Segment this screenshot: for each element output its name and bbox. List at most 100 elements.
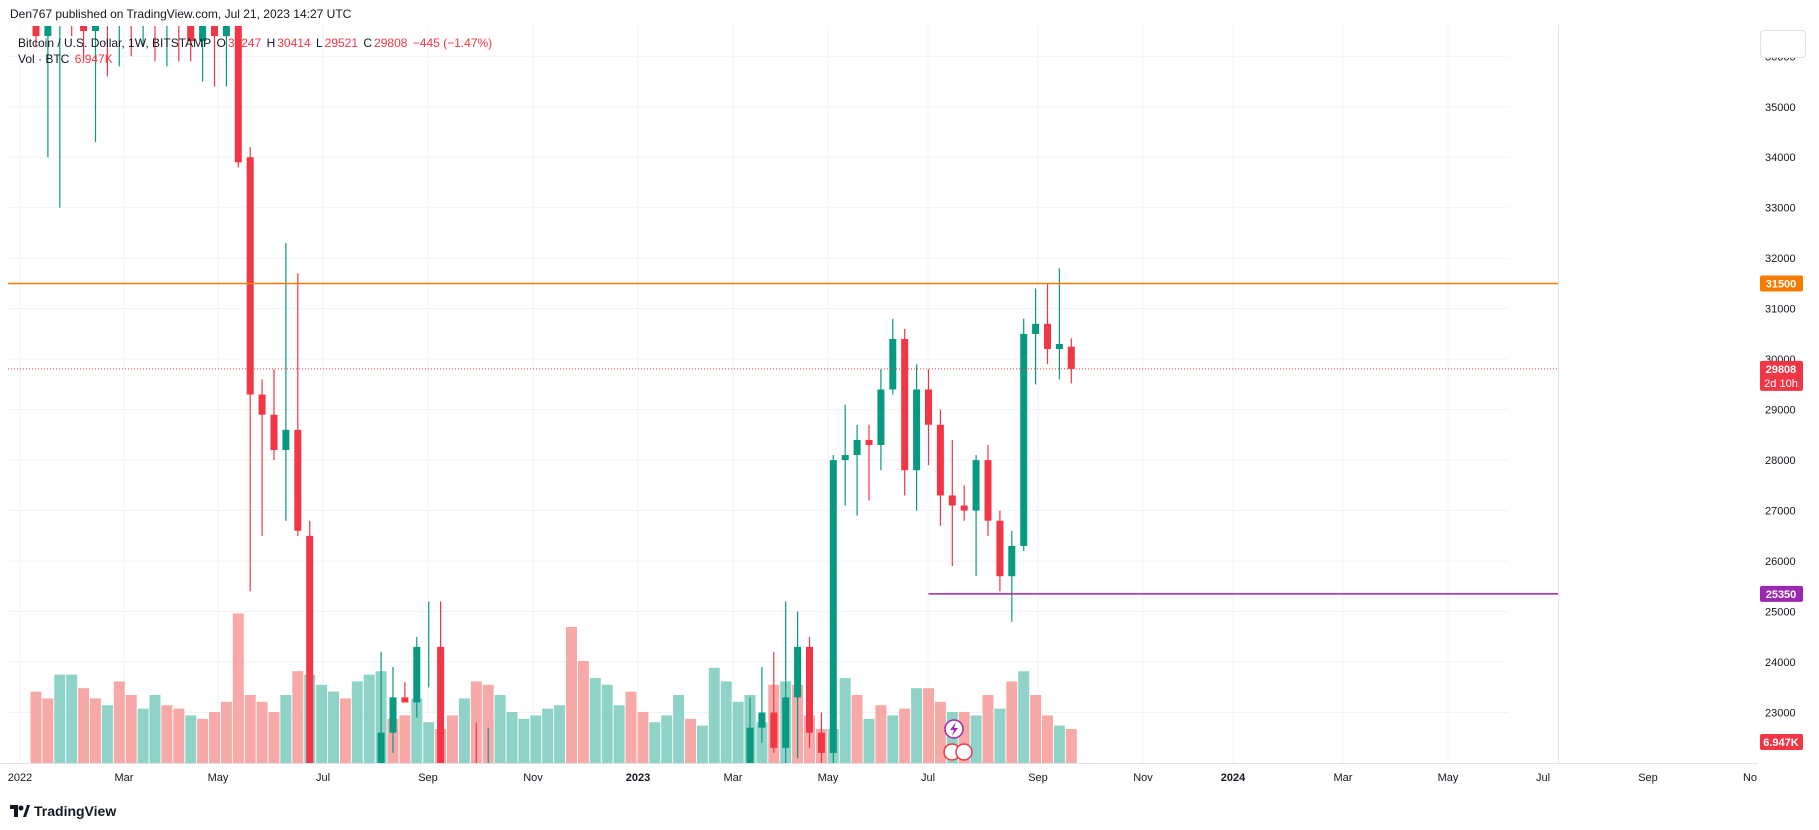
volume-bar — [90, 698, 101, 763]
candle — [32, 26, 40, 47]
candle-body — [246, 157, 254, 395]
volume-bar — [994, 708, 1006, 763]
volume-bar — [101, 705, 113, 763]
candle — [222, 26, 230, 87]
candle-body — [746, 727, 754, 763]
volume-bar — [363, 674, 375, 763]
price-tick-label: 24000 — [1765, 657, 1796, 669]
volume-bar — [685, 718, 696, 763]
header-bar: Den767 published on TradingView.com, Jul… — [0, 0, 1819, 26]
time-tick-label: Mar — [724, 772, 743, 784]
candle — [984, 444, 992, 536]
time-tick-label: No — [1743, 772, 1757, 784]
candle-body — [377, 732, 385, 763]
candle-body — [282, 429, 290, 451]
time-tick-label: May — [818, 772, 839, 784]
candle-body — [258, 394, 266, 415]
legend-ohlc: Bitcoin / U.S. Dollar, 1W, BITSTAMP O 302… — [18, 36, 494, 50]
chart-settings-button[interactable] — [1760, 30, 1806, 58]
candle — [92, 26, 99, 143]
volume-bar — [720, 681, 732, 763]
level-price-tag — [1760, 275, 1803, 292]
candle-body — [389, 697, 397, 733]
volume-bar — [863, 718, 875, 763]
candle — [437, 601, 445, 763]
volume-bar — [423, 722, 435, 763]
candle-body — [234, 26, 242, 163]
price-tick-label: 25000 — [1765, 607, 1796, 619]
volume-bar — [530, 715, 542, 763]
candle-body — [44, 26, 52, 37]
price-tick-label: 27000 — [1765, 506, 1796, 518]
candle — [913, 364, 921, 511]
volume-bar — [542, 708, 554, 763]
candle — [1020, 318, 1028, 551]
volume-bar — [113, 681, 125, 763]
time-tick-label: May — [208, 772, 229, 784]
price-tick-label: 31000 — [1765, 304, 1796, 316]
time-tick-label: Mar — [1334, 772, 1353, 784]
candle — [401, 682, 409, 703]
volume-bar — [42, 698, 54, 763]
candle — [925, 369, 932, 466]
volume-bar — [601, 684, 613, 763]
candle-body — [437, 646, 445, 763]
dividend-event-icon — [944, 719, 964, 739]
volume-tag — [1760, 734, 1803, 750]
flag-circle — [955, 743, 973, 761]
candle-body — [829, 460, 837, 753]
price-tick-label: 23000 — [1765, 708, 1796, 720]
volume-bar — [66, 674, 78, 763]
candle — [211, 26, 218, 87]
candle — [853, 424, 861, 516]
candle-body — [222, 26, 230, 37]
time-tick-label: May — [1438, 772, 1459, 784]
legend-close-label: C — [363, 36, 373, 50]
volume-bar — [566, 627, 577, 763]
candle — [80, 26, 88, 62]
candle-body — [32, 26, 40, 37]
lightning-icon — [950, 722, 958, 736]
volume-bar — [637, 712, 649, 763]
price-chart[interactable]: 2300024000250002600027000280002900030000… — [0, 0, 1819, 790]
time-tick-label: 2022 — [8, 772, 32, 784]
legend-high-label: H — [266, 36, 276, 50]
candle — [44, 26, 52, 158]
volume-bar — [173, 708, 185, 763]
legend-high: 30414 — [277, 36, 311, 50]
candle-body — [80, 26, 88, 32]
level-price-label: 25350 — [1766, 589, 1797, 601]
time-tick-label: Jul — [921, 772, 935, 784]
candle — [1008, 530, 1016, 622]
candle — [199, 26, 207, 82]
volume-bar — [982, 695, 994, 763]
candle-body — [401, 697, 409, 703]
volume-bar — [661, 715, 673, 763]
price-axis: 2300024000250002600027000280002900030000… — [1558, 26, 1803, 763]
candle-body — [1020, 333, 1028, 546]
publish-info: Den767 published on TradingView.com, Jul… — [10, 7, 352, 21]
volume-bar — [696, 725, 708, 763]
candle-body — [1055, 344, 1063, 350]
candle-body — [817, 732, 825, 753]
time-tick-label: Nov — [1133, 772, 1153, 784]
legend-open: 30247 — [227, 36, 262, 50]
candle — [901, 328, 909, 496]
legend-close: 29808 — [374, 36, 408, 50]
volume-bar — [339, 698, 351, 763]
time-tick-label: 2024 — [1221, 772, 1246, 784]
volume-bar — [292, 671, 304, 763]
time-tick-label: 2023 — [626, 772, 650, 784]
candle — [972, 455, 980, 577]
candle — [1067, 338, 1075, 384]
candle-body — [877, 389, 885, 445]
last-price-label: 29808 — [1766, 364, 1797, 376]
volume-bar — [328, 691, 339, 763]
volume-bar — [708, 667, 720, 763]
candle-body — [211, 26, 218, 37]
tradingview-logo-text: TradingView — [34, 803, 117, 819]
candle-body — [901, 338, 909, 471]
volume-bar — [577, 661, 589, 763]
price-tick-label: 28000 — [1765, 455, 1796, 467]
candle — [258, 379, 266, 536]
